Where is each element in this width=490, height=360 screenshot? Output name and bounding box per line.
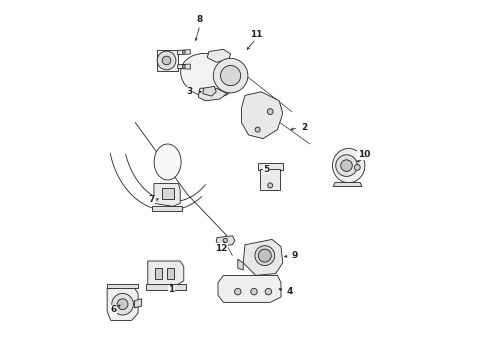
Text: 9: 9 (292, 251, 298, 260)
Ellipse shape (181, 53, 237, 98)
Polygon shape (148, 261, 184, 285)
Polygon shape (238, 259, 243, 270)
Text: 6: 6 (110, 305, 117, 314)
Bar (155, 268, 162, 279)
Bar (157, 50, 178, 71)
Bar (146, 284, 186, 290)
Polygon shape (198, 88, 227, 101)
Circle shape (112, 293, 133, 315)
Circle shape (182, 65, 185, 68)
Circle shape (268, 109, 273, 114)
Polygon shape (107, 288, 138, 320)
Circle shape (341, 160, 352, 171)
Polygon shape (333, 183, 362, 186)
Polygon shape (243, 239, 283, 275)
Text: 2: 2 (301, 123, 307, 132)
Text: 12: 12 (215, 244, 228, 253)
Ellipse shape (154, 144, 181, 180)
Text: 10: 10 (358, 150, 370, 159)
Bar (152, 206, 182, 211)
Ellipse shape (333, 148, 365, 183)
Polygon shape (218, 275, 281, 302)
Circle shape (223, 238, 227, 243)
Bar (107, 284, 138, 288)
Circle shape (157, 51, 176, 70)
Circle shape (117, 299, 128, 310)
Circle shape (251, 288, 257, 295)
Polygon shape (216, 236, 235, 246)
Text: 11: 11 (249, 30, 262, 39)
Circle shape (268, 183, 273, 188)
Polygon shape (242, 92, 283, 139)
Circle shape (265, 288, 271, 295)
Circle shape (213, 58, 248, 93)
Polygon shape (134, 299, 142, 308)
Polygon shape (154, 184, 180, 206)
Circle shape (354, 165, 360, 170)
Text: 8: 8 (197, 15, 203, 24)
Text: 5: 5 (264, 165, 270, 174)
Polygon shape (178, 64, 190, 69)
Polygon shape (178, 50, 190, 55)
Polygon shape (203, 86, 216, 96)
Polygon shape (207, 49, 231, 62)
Text: 3: 3 (187, 87, 193, 96)
Circle shape (162, 56, 171, 65)
Circle shape (220, 66, 241, 86)
Circle shape (235, 288, 241, 295)
Circle shape (336, 155, 357, 176)
Text: 4: 4 (286, 287, 293, 296)
Bar (258, 163, 283, 170)
Bar (167, 268, 174, 279)
Circle shape (182, 50, 185, 53)
Text: 7: 7 (148, 195, 154, 204)
Bar (162, 188, 174, 199)
Circle shape (255, 127, 260, 132)
Ellipse shape (255, 246, 275, 266)
Circle shape (258, 249, 271, 262)
Bar (260, 169, 280, 190)
Text: 1: 1 (168, 285, 174, 294)
